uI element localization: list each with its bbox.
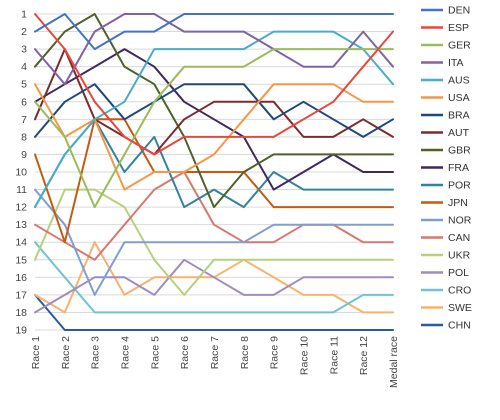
x-tick-label: Race 11 — [328, 336, 340, 374]
series-line-nor — [34, 188, 394, 296]
legend-label: NOR — [448, 215, 472, 227]
y-tick-label: 9 — [21, 149, 27, 161]
y-tick-label: 3 — [21, 44, 27, 56]
legend-label: AUS — [448, 75, 470, 87]
series-line-den — [34, 13, 394, 51]
x-tick-label: Race 5 — [149, 336, 161, 369]
series-line-gbr — [34, 13, 394, 209]
series-line-ukr — [34, 188, 394, 296]
x-tick-label: Race 2 — [60, 336, 72, 369]
series-line-ita — [34, 13, 394, 86]
x-tick-label: Race 9 — [269, 336, 281, 369]
y-tick-label: 12 — [15, 202, 27, 214]
series-line-aus — [34, 30, 394, 209]
y-tick-label: 4 — [21, 61, 27, 73]
y-tick-label: 19 — [15, 325, 27, 337]
series-line-pol — [34, 258, 394, 314]
x-tick-label: Race 1 — [30, 336, 42, 369]
series-lines — [34, 13, 394, 331]
y-tick-label: 10 — [15, 167, 27, 179]
legend-label: CAN — [448, 232, 470, 244]
legend: DEN ESP GER ITA AUS USA BRA AUT GBR FRA POR JPN NOR C… — [421, 5, 472, 332]
legend-label: POR — [448, 180, 471, 192]
x-tick-label: Race 4 — [120, 336, 132, 369]
legend-label: BRA — [448, 110, 470, 122]
y-tick-label: 16 — [15, 272, 27, 284]
legend-label: GER — [448, 40, 471, 52]
series-line-bra — [34, 83, 394, 138]
y-tick-label: 5 — [21, 79, 27, 91]
legend-label: ITA — [448, 57, 464, 69]
y-tick-label: 17 — [15, 289, 27, 301]
series-line-esp — [34, 13, 394, 156]
x-tick-label: Race 12 — [358, 336, 370, 375]
legend-label: POL — [448, 267, 469, 279]
legend-label: GBR — [448, 145, 471, 157]
legend-label: SWE — [448, 302, 472, 314]
x-tick-label: Medal race — [388, 336, 400, 388]
legend-label: USA — [448, 92, 470, 104]
legend-label: CHN — [448, 320, 471, 332]
x-tick-label: Race 3 — [90, 336, 102, 369]
y-tick-label: 18 — [15, 307, 27, 319]
legend-label: ESP — [448, 22, 469, 34]
y-tick-label: 11 — [16, 184, 27, 196]
legend-label: UKR — [448, 250, 471, 262]
y-tick-label: 8 — [21, 131, 27, 143]
y-tick-label: 6 — [21, 96, 27, 108]
y-tick-label: 1 — [21, 9, 27, 21]
x-tick-label: Race 8 — [239, 336, 251, 369]
series-line-can — [34, 171, 394, 261]
y-tick-label: 7 — [21, 114, 27, 126]
legend-label: JPN — [448, 197, 468, 209]
y-tick-label: 14 — [15, 237, 27, 249]
y-tick-label: 13 — [15, 219, 27, 231]
y-tick-label: 15 — [15, 254, 27, 266]
legend-label: DEN — [448, 5, 470, 17]
x-tick-label: Race 6 — [179, 336, 191, 369]
y-tick-label: 2 — [21, 26, 27, 38]
legend-label: AUT — [448, 127, 470, 139]
series-line-cro — [34, 241, 394, 314]
series-line-ger — [34, 48, 394, 209]
x-tick-label: Race 7 — [209, 336, 221, 369]
x-tick-label: Race 10 — [299, 336, 311, 375]
legend-label: CRO — [448, 285, 471, 297]
series-line-chn — [34, 293, 394, 331]
legend-label: FRA — [448, 162, 469, 174]
